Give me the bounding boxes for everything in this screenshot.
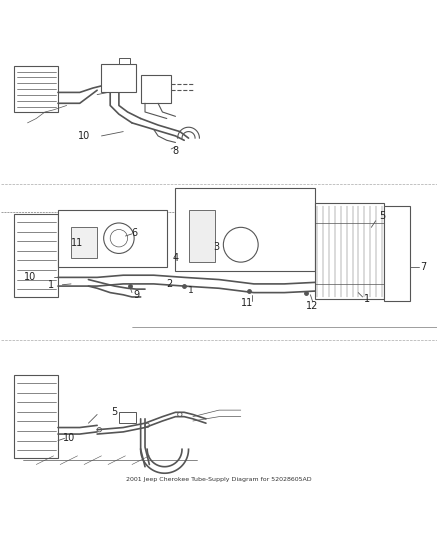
Text: 1: 1 [188,286,194,295]
Text: 11: 11 [241,298,254,309]
Bar [14,375,58,458]
Bar [71,228,97,258]
Text: 10: 10 [24,272,36,282]
Bar [141,75,171,103]
Bar [176,188,315,271]
Text: 5: 5 [124,85,131,95]
Bar [315,204,385,299]
Text: 5: 5 [111,407,118,417]
Text: 1: 1 [48,280,54,290]
Text: 12: 12 [307,301,319,311]
Text: 3: 3 [214,242,220,252]
Text: 10: 10 [78,131,90,141]
Text: 10: 10 [63,433,75,443]
Text: 2: 2 [166,279,172,289]
Text: 11: 11 [71,238,84,247]
Bar [385,206,410,301]
Text: 5: 5 [379,212,385,221]
Text: 8: 8 [173,146,179,156]
Bar [14,214,58,297]
Bar [119,413,136,423]
Text: 7: 7 [420,262,427,271]
Text: 9: 9 [133,290,139,300]
Text: 6: 6 [131,228,137,238]
Bar [188,210,215,262]
Text: 4: 4 [173,253,179,263]
Text: 2001 Jeep Cherokee Tube-Supply Diagram for 52028605AD: 2001 Jeep Cherokee Tube-Supply Diagram f… [126,477,312,482]
Text: 1: 1 [364,294,370,304]
Bar [119,58,130,64]
Bar [14,66,58,112]
Bar [58,210,167,266]
Bar [102,64,136,92]
